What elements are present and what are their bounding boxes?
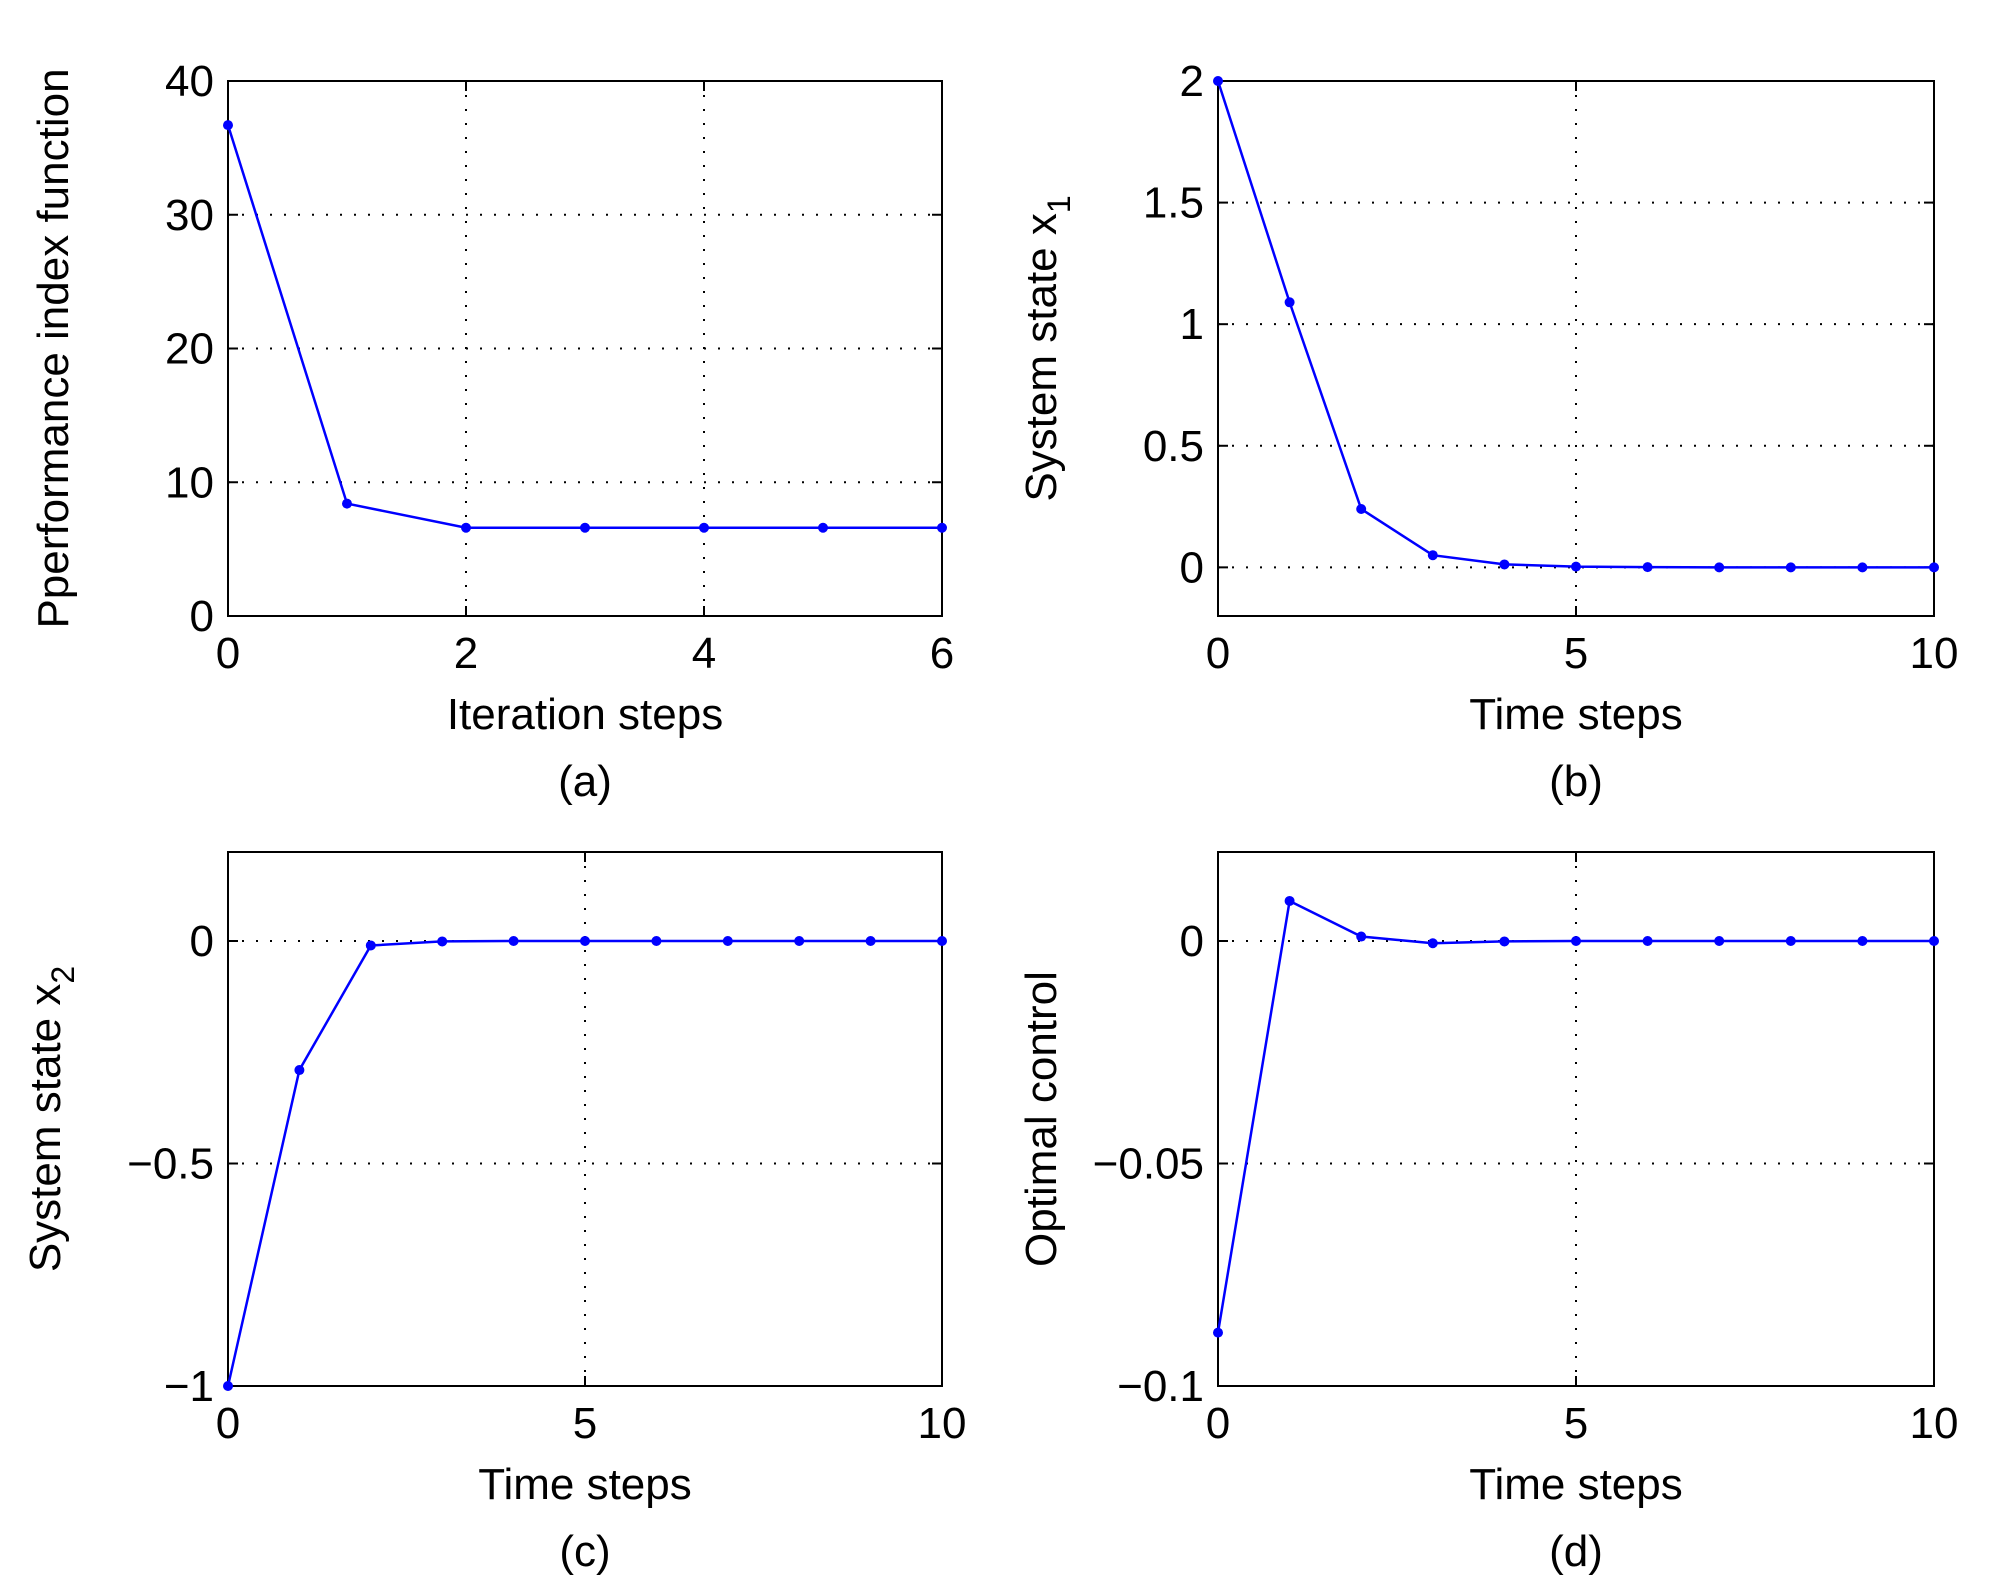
data-point bbox=[1499, 559, 1510, 570]
y-tick-label: 2 bbox=[1180, 57, 1204, 106]
y-tick-label: −0.05 bbox=[1093, 1140, 1204, 1189]
data-point bbox=[1714, 562, 1725, 573]
plot-frame bbox=[227, 80, 943, 617]
data-point bbox=[1642, 562, 1653, 573]
data-point bbox=[1427, 938, 1438, 949]
y-tick-label: 10 bbox=[165, 458, 214, 507]
data-point bbox=[1499, 936, 1510, 947]
data-point bbox=[508, 936, 519, 946]
x-tick-label: 5 bbox=[573, 1399, 597, 1448]
y-tick-label: 40 bbox=[165, 57, 214, 106]
x-tick-label: 5 bbox=[1564, 1399, 1588, 1448]
data-point bbox=[1284, 895, 1295, 906]
y-axis-label-subscript: 1 bbox=[1041, 195, 1077, 213]
data-point bbox=[223, 120, 233, 131]
data-point bbox=[1785, 562, 1796, 573]
data-point bbox=[794, 936, 805, 946]
y-tick-label: 0 bbox=[1180, 917, 1204, 966]
data-point bbox=[818, 522, 828, 533]
panel-caption: (b) bbox=[1549, 757, 1603, 806]
x-tick-label: 10 bbox=[918, 1399, 967, 1448]
data-point bbox=[1356, 504, 1367, 514]
data-point bbox=[1213, 1327, 1223, 1338]
y-axis-label: Optimal control bbox=[1017, 971, 1066, 1267]
y-axis-label: System state x2 bbox=[21, 966, 81, 1272]
data-point bbox=[1642, 936, 1653, 946]
data-point bbox=[1929, 562, 1939, 573]
data-point bbox=[342, 498, 352, 509]
data-point bbox=[1857, 562, 1868, 573]
data-point bbox=[580, 522, 590, 533]
data-point bbox=[1571, 561, 1581, 572]
data-point bbox=[937, 936, 947, 946]
data-point bbox=[699, 522, 709, 533]
data-point bbox=[722, 936, 733, 946]
x-axis-label: Time steps bbox=[1469, 1460, 1683, 1509]
panel-caption: (a) bbox=[558, 757, 612, 806]
y-tick-label: −0.1 bbox=[1117, 1362, 1204, 1411]
data-point bbox=[461, 522, 471, 533]
data-point bbox=[937, 522, 947, 533]
x-tick-label: 6 bbox=[930, 629, 954, 678]
y-tick-label: 1 bbox=[1180, 300, 1204, 349]
panel-caption: (d) bbox=[1549, 1527, 1603, 1576]
y-axis-label: Pperformance index function bbox=[29, 68, 78, 628]
x-tick-label: 0 bbox=[216, 629, 240, 678]
data-point bbox=[1929, 936, 1939, 946]
y-tick-label: 0.5 bbox=[1143, 422, 1204, 471]
x-tick-label: 10 bbox=[1910, 1399, 1959, 1448]
x-tick-label: 5 bbox=[1564, 629, 1588, 678]
y-axis-label: System state x1 bbox=[1017, 195, 1077, 501]
y-tick-label: 20 bbox=[165, 325, 214, 374]
data-point bbox=[1571, 936, 1581, 946]
chart-panel-b: 0 5 10 0 0.5 1 1.5 2 Time steps (b) System state x… bbox=[1017, 57, 1958, 806]
data-point bbox=[294, 1065, 305, 1076]
data-point bbox=[1857, 936, 1868, 946]
data-point bbox=[1785, 936, 1796, 946]
chart-panel-d: 0 5 10 −0.1 −0.05 0 Time steps (d) Optimal contr… bbox=[1017, 851, 1959, 1576]
x-tick-label: 4 bbox=[692, 629, 716, 678]
x-tick-label: 2 bbox=[454, 629, 478, 678]
data-point bbox=[651, 936, 662, 946]
x-axis-label: Iteration steps bbox=[447, 690, 723, 739]
x-tick-label: 10 bbox=[1910, 629, 1959, 678]
y-tick-label: −1 bbox=[164, 1362, 214, 1411]
data-point bbox=[365, 940, 376, 951]
series-line bbox=[1216, 80, 1934, 569]
data-point bbox=[1213, 76, 1223, 86]
chart-panel-c: 0 5 10 −1 −0.5 0 Time steps (c) System state x2 bbox=[21, 851, 967, 1576]
y-tick-label: −0.5 bbox=[127, 1140, 214, 1189]
x-tick-label: 0 bbox=[1206, 1399, 1230, 1448]
data-point bbox=[580, 936, 590, 946]
y-tick-label: 0 bbox=[1180, 543, 1204, 592]
x-tick-label: 0 bbox=[216, 1399, 240, 1448]
x-axis-label: Time steps bbox=[1469, 690, 1683, 739]
x-axis-label: Time steps bbox=[478, 1460, 692, 1509]
data-point bbox=[437, 936, 448, 947]
data-point bbox=[865, 936, 876, 946]
y-tick-label: 1.5 bbox=[1143, 179, 1204, 228]
chart-panel-a: 0 2 4 6 0 10 20 30 40 Iteration steps (a) Pperforma… bbox=[29, 57, 954, 806]
data-point bbox=[1427, 550, 1438, 561]
data-point bbox=[223, 1381, 233, 1391]
data-point bbox=[1284, 297, 1295, 308]
y-tick-label: 0 bbox=[190, 917, 214, 966]
y-axis-label-subscript: 2 bbox=[45, 966, 81, 984]
y-tick-label: 0 bbox=[190, 592, 214, 641]
panel-caption: (c) bbox=[559, 1527, 610, 1576]
data-point bbox=[1714, 936, 1725, 946]
x-tick-label: 0 bbox=[1206, 629, 1230, 678]
y-tick-label: 30 bbox=[165, 191, 214, 240]
data-point bbox=[1356, 931, 1367, 942]
series-line bbox=[226, 124, 942, 529]
